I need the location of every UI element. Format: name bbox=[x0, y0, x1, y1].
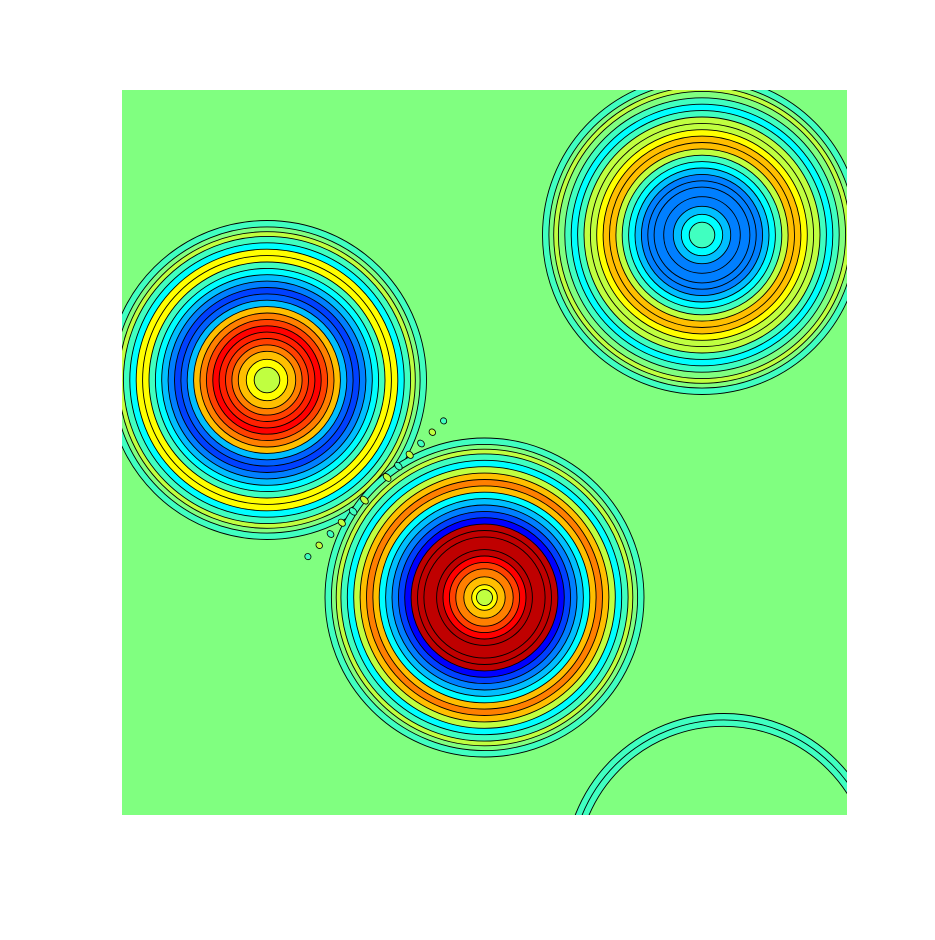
ripple-blob bbox=[337, 518, 346, 527]
ripple-blob bbox=[304, 553, 312, 561]
ripple-blob bbox=[394, 461, 403, 471]
contour-ring-bottom-edge-ring bbox=[574, 713, 847, 815]
ripple-blob bbox=[348, 507, 358, 516]
contour-band bbox=[253, 366, 281, 394]
ripple-blob bbox=[405, 450, 414, 459]
contour-band bbox=[476, 589, 493, 606]
contour-ring-upper-right-ring bbox=[542, 90, 847, 395]
contour-layer bbox=[122, 90, 847, 815]
plot-panel bbox=[122, 90, 847, 815]
ripple-blob bbox=[440, 417, 448, 425]
contour-ring-lower-middle-ring bbox=[324, 437, 645, 758]
ripple-blob bbox=[326, 530, 335, 538]
ripple-blob bbox=[428, 428, 436, 436]
contour-band bbox=[588, 725, 847, 815]
contour-ring-upper-left-ring bbox=[122, 220, 427, 540]
ripple-blob bbox=[417, 439, 425, 448]
interference-ripples bbox=[304, 417, 448, 561]
ripple-blob bbox=[382, 473, 392, 482]
contour-band bbox=[688, 221, 716, 249]
ripple-blob bbox=[360, 495, 369, 505]
ripple-blob bbox=[315, 541, 323, 549]
